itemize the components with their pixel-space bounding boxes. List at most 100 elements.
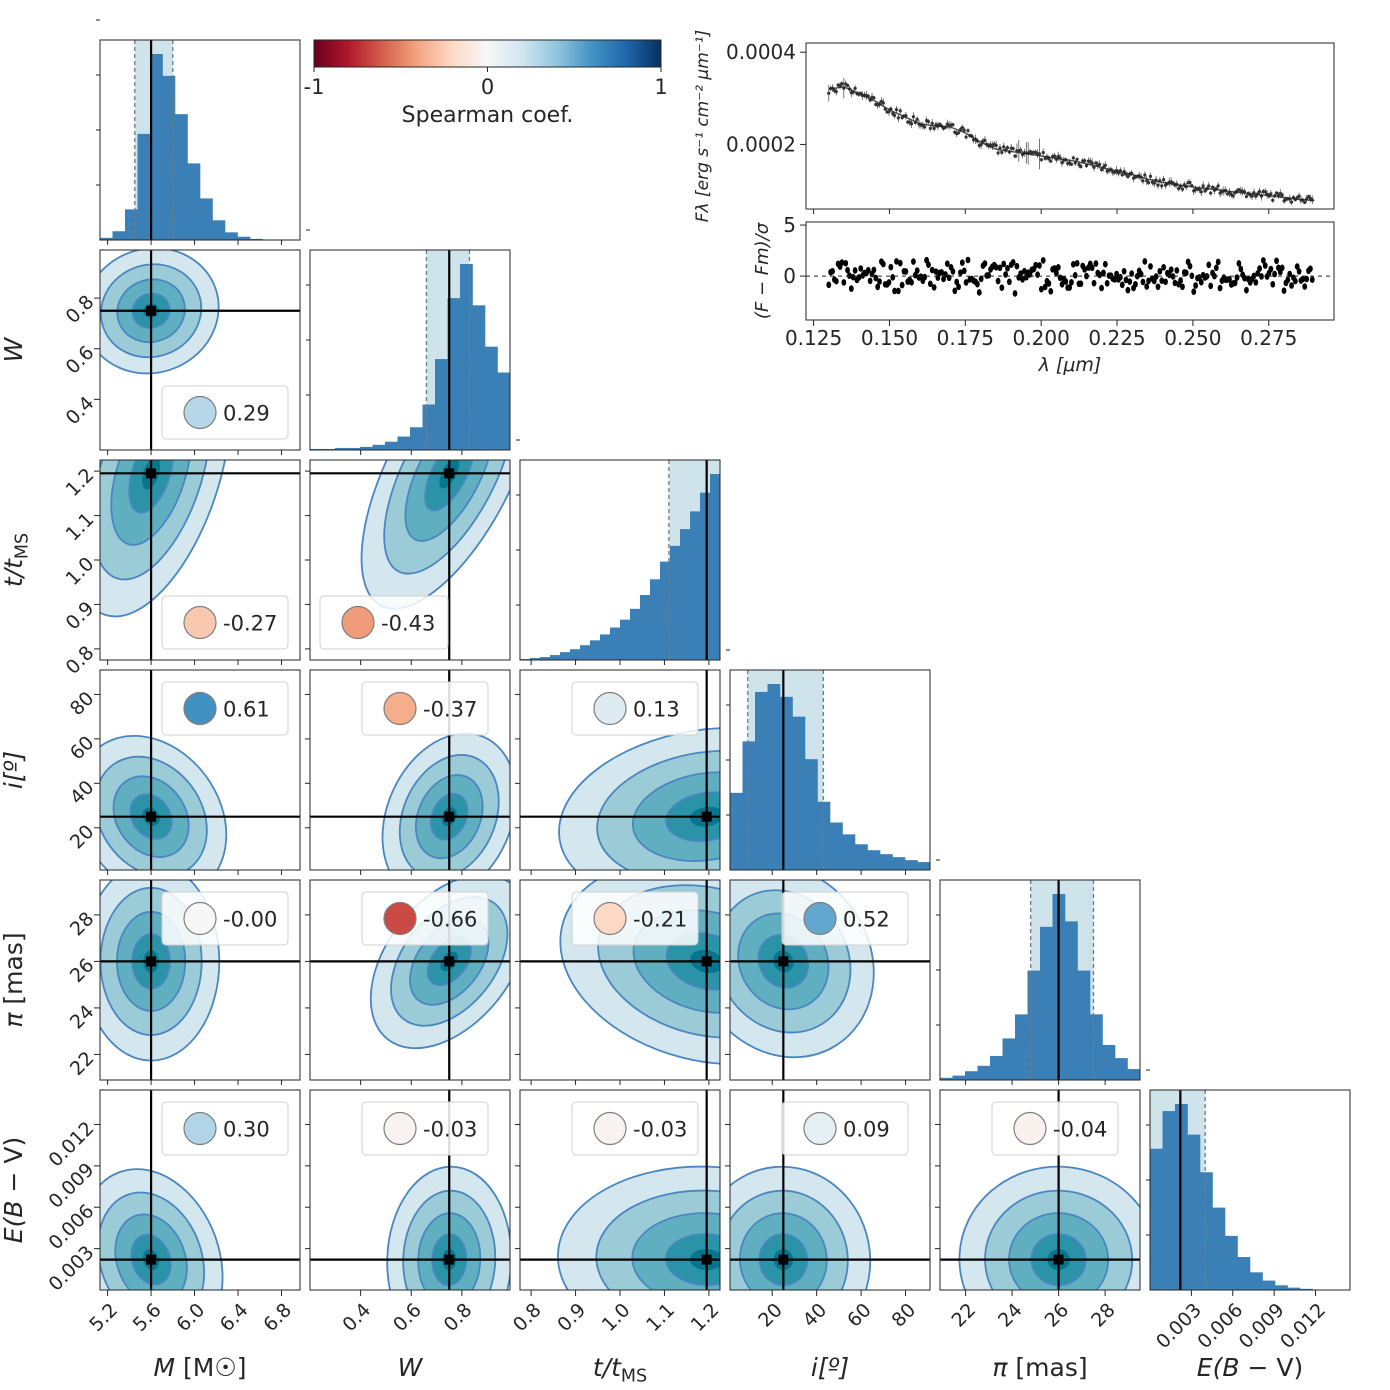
x-axis-label-pi-text: π [mas] <box>992 1353 1087 1382</box>
panel-pi-vs-M: -0.00 <box>99 879 301 1081</box>
flux-point <box>1274 191 1279 195</box>
residual-point <box>1022 267 1027 275</box>
hist-bar <box>792 716 806 870</box>
x-tick-label-wrap: 6.0 <box>172 1299 209 1336</box>
panel-ebv-vs-W: -0.03 <box>309 1089 511 1291</box>
residual-point <box>1294 263 1300 270</box>
x-tick-label: 0.012 <box>1276 1299 1330 1353</box>
x-tick-label-wrap: 1.2 <box>687 1299 724 1336</box>
residual-point <box>892 287 898 295</box>
hist-bar <box>1065 921 1078 1080</box>
residual-point <box>1038 285 1044 293</box>
residual-point <box>1102 260 1108 268</box>
residual-y-tick-label: 5 <box>783 213 796 237</box>
spearman-marker <box>593 901 627 936</box>
spearman-marker <box>341 605 375 640</box>
panel-frame <box>309 879 511 1081</box>
residual-point <box>1093 260 1099 267</box>
residual-point <box>897 259 903 267</box>
residual-point <box>1174 267 1180 274</box>
y-tick-label: 22 <box>66 1047 99 1080</box>
residual-point <box>922 273 928 281</box>
spearman-value: 0.29 <box>223 402 270 426</box>
truth-marker <box>146 956 157 967</box>
residual-point <box>1253 279 1259 286</box>
residual-point <box>841 279 847 286</box>
contour-group <box>940 1090 1140 1290</box>
flux-point <box>1041 151 1045 155</box>
x-tick-label: 22 <box>948 1299 981 1332</box>
spearman-legend: -0.66 <box>361 891 489 946</box>
x-tick-label: 0.6 <box>389 1299 426 1336</box>
panel-frame <box>729 1089 931 1291</box>
hist-bar <box>550 655 561 660</box>
residual-point <box>1014 262 1020 270</box>
flux-point <box>926 119 931 124</box>
flux-point <box>1156 183 1160 187</box>
hist-bar <box>460 264 473 450</box>
flux-point <box>887 110 891 114</box>
x-axis-label-ebv-text: E(B − V) <box>1197 1353 1303 1382</box>
hist-M <box>96 19 301 241</box>
hist-bar <box>1262 1280 1276 1290</box>
hist-bar <box>1300 1288 1313 1290</box>
spearman-value: 0.52 <box>843 908 890 932</box>
hist-bar <box>1040 926 1053 1080</box>
residual-point <box>1307 265 1313 273</box>
residual-point <box>1172 279 1178 287</box>
hist-bar <box>1127 1069 1141 1080</box>
hist-bar <box>780 696 793 870</box>
spearman-legend: 0.13 <box>571 681 699 736</box>
hist-bar <box>1250 1272 1263 1290</box>
residual-point <box>1074 259 1080 267</box>
contour-group <box>310 1090 510 1290</box>
panel-ebv-vs-t: -0.03 <box>519 1089 721 1291</box>
flux-point <box>1060 161 1064 165</box>
residual-point <box>1208 282 1214 290</box>
flux-point <box>845 83 850 87</box>
residual-point <box>850 273 856 281</box>
x-tick-label: 28 <box>1087 1299 1120 1332</box>
flux-point <box>994 143 998 147</box>
x-tick-label-wrap: 0.9 <box>553 1299 590 1336</box>
flux-point <box>1052 154 1057 158</box>
flux-point <box>1083 159 1087 163</box>
spearman-marker <box>383 691 417 726</box>
residual-point <box>1057 274 1063 282</box>
flux-point <box>1098 162 1102 167</box>
hist-bar <box>1275 1285 1288 1290</box>
y-tick-label-wrap: 24 <box>66 1001 99 1034</box>
residual-point <box>1191 288 1197 295</box>
hist-bar <box>212 220 226 240</box>
y-tick-label: 1.1 <box>62 508 99 545</box>
x-axis-label-t-text: t/tMS <box>593 1353 647 1387</box>
flux-point <box>1019 148 1023 152</box>
hist-bar <box>1150 1148 1163 1290</box>
hist-bar <box>830 822 843 870</box>
truth-marker <box>146 1254 157 1265</box>
y-tick-label-wrap: 0.4 <box>62 392 99 429</box>
residual-point <box>1236 260 1242 267</box>
x-tick-label-wrap: 60 <box>843 1299 876 1332</box>
x-tick-label: 20 <box>754 1299 787 1332</box>
residual-x-tick-label: 0.200 <box>1013 326 1070 350</box>
residual-point <box>1072 271 1078 279</box>
residual-point <box>1127 278 1133 285</box>
spearman-value: -0.27 <box>223 612 277 636</box>
flux-point <box>1079 164 1083 169</box>
spearman-value: -0.21 <box>633 908 687 932</box>
residual-point <box>890 274 896 281</box>
hist-bar <box>322 448 336 450</box>
residual-point <box>1242 274 1247 282</box>
residual-point <box>1112 276 1118 283</box>
x-tick-label-wrap: 0.8 <box>509 1299 546 1336</box>
spearman-legend: 0.52 <box>781 891 909 946</box>
spearman-value: -0.43 <box>381 612 435 636</box>
residual-point <box>1129 270 1135 277</box>
residual-point <box>1215 258 1221 266</box>
hist-bar <box>880 854 893 870</box>
panel-i-vs-W: -0.37 <box>309 669 511 871</box>
spectrum-y-label: Fλ [erg s⁻¹ cm⁻² μm⁻¹] <box>693 30 713 222</box>
residual-point <box>909 279 914 286</box>
spearman-legend: -0.04 <box>991 1101 1119 1156</box>
